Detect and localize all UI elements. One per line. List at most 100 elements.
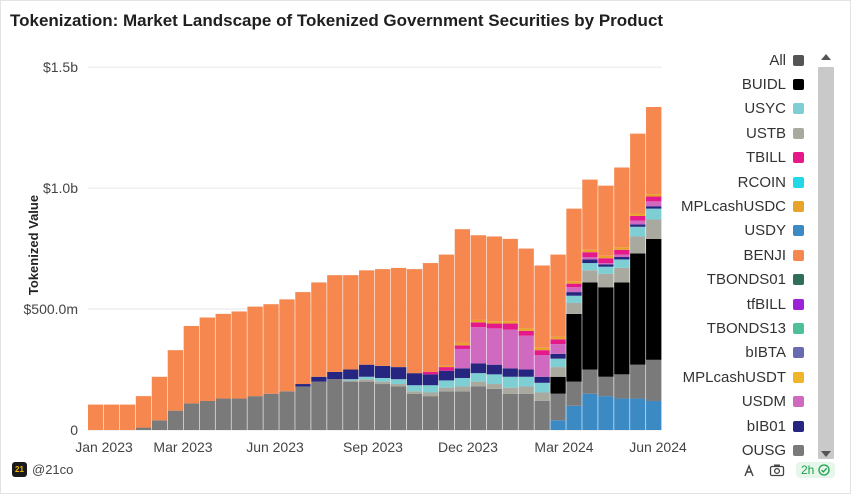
scroll-up-arrow-icon[interactable]	[821, 54, 831, 60]
scroll-thumb[interactable]	[818, 67, 834, 459]
legend-item-mplcashusdc[interactable]: MPLcashUSDC	[681, 196, 804, 216]
legend-item-benji[interactable]: BENJI	[743, 245, 804, 265]
bar-segment-ustb	[343, 380, 359, 382]
legend-item-usdy[interactable]: USDY	[744, 221, 804, 241]
bar-segment-ousg	[390, 386, 407, 430]
bar-segment-usdm	[502, 329, 518, 369]
bar-segment-ousg	[406, 393, 423, 430]
brand-label: @21co	[32, 462, 74, 477]
bar-segment-bib01	[550, 353, 566, 359]
bar-segment-ousg	[359, 381, 375, 430]
legend-swatch	[793, 249, 804, 261]
bar-segment-usyc	[390, 379, 407, 385]
bar-segment-ustb	[566, 302, 582, 314]
legend-swatch	[793, 322, 804, 334]
bar-segment-bib01	[438, 370, 455, 381]
bar-segment-bib01	[486, 364, 502, 375]
legend-item-rcoin[interactable]: RCOIN	[738, 172, 804, 192]
x-tick-label: Mar 2023	[153, 439, 212, 455]
bar-segment-tbill	[566, 283, 582, 288]
bar-segment-bib01	[582, 259, 598, 264]
bar-segment-mplcashusdc	[614, 247, 630, 250]
bar-segment-ousg	[215, 398, 231, 430]
legend-item-tbonds01[interactable]: TBONDS01	[707, 270, 804, 290]
legend-item-bib01[interactable]: bIB01	[747, 416, 804, 436]
bar-segment-ustb	[630, 236, 646, 254]
legend-item-usdm[interactable]: USDM	[742, 392, 804, 412]
bar-segment-ousg	[327, 379, 343, 430]
bar-segment-benji	[135, 396, 152, 428]
legend-item-tbill[interactable]: TBILL	[746, 148, 804, 168]
bar-segment-tbill	[582, 252, 598, 258]
bar-segment-ousg	[614, 374, 630, 399]
bar-segment-benji	[279, 299, 295, 392]
bar-segment-usyc	[375, 377, 391, 382]
legend-item-tfbill[interactable]: tfBILL	[747, 294, 804, 314]
legend-item-bibta[interactable]: bIBTA	[745, 343, 804, 363]
legend-item-tbonds13[interactable]: TBONDS13	[707, 318, 804, 338]
bar-segment-ustb	[470, 381, 487, 387]
legend-label: TBONDS01	[706, 271, 786, 289]
bar-segment-tbill	[470, 322, 487, 328]
bar-segment-usdm	[598, 263, 614, 265]
bar-segment-bib01	[470, 363, 487, 374]
y-tick-label: $1.0b	[43, 180, 78, 196]
bar-segment-ousg	[167, 410, 184, 430]
bar-segment-bib01	[311, 376, 327, 382]
bar-segment-ustb	[534, 392, 550, 401]
scroll-down-arrow-icon[interactable]	[821, 451, 831, 457]
legend-scrollbar[interactable]	[817, 50, 835, 462]
bar-segment-ustb	[454, 386, 471, 392]
legend-item-mplcashusdt[interactable]: MPLcashUSDT	[683, 367, 804, 387]
legend-swatch	[793, 54, 804, 66]
bar-segment-usdy	[646, 400, 662, 430]
bar-segment-ousg	[343, 381, 359, 430]
bar-segment-bib01	[343, 369, 359, 380]
bar-segment-ustb	[550, 367, 566, 377]
bar-segment-usdy	[550, 420, 566, 430]
legend-swatch	[793, 103, 804, 115]
brand[interactable]: 21 @21co	[12, 462, 73, 477]
bar-segment-ustb	[614, 267, 630, 283]
legend-item-all[interactable]: All	[769, 50, 804, 70]
refresh-badge[interactable]: 2h	[796, 462, 836, 478]
bar-segment-usyc	[422, 385, 439, 393]
y-axis-label: Tokenized Value	[26, 195, 41, 295]
bar-segment-ousg	[311, 381, 327, 430]
x-tick-label: Jun 2023	[246, 439, 304, 455]
legend-item-ousg[interactable]: OUSG	[742, 440, 804, 460]
legend-swatch	[793, 371, 804, 383]
bar-segment-usdy	[614, 398, 630, 430]
bar-segment-benji	[438, 254, 455, 366]
bar-segment-bib01	[534, 376, 550, 383]
legend-swatch	[793, 274, 804, 286]
bar-segment-ousg	[199, 400, 215, 430]
bar-segment-ustb	[359, 379, 375, 382]
refresh-label: 2h	[801, 463, 815, 477]
bar-segment-mplcashusdc	[534, 347, 550, 351]
x-tick-label: Jun 2024	[629, 439, 687, 455]
bar-segment-ustb	[422, 392, 439, 397]
bar-segment-ousg	[247, 396, 263, 430]
bar-segment-tbill	[486, 323, 502, 329]
legend-item-buidl[interactable]: BUIDL	[742, 74, 804, 94]
legend-item-usyc[interactable]: USYC	[744, 99, 804, 119]
legend-item-ustb[interactable]: USTB	[746, 123, 804, 143]
bar-segment-ousg	[454, 391, 471, 430]
legend-swatch	[793, 420, 804, 432]
fork-icon[interactable]	[740, 461, 758, 479]
bar-segment-mplcashusdc	[566, 281, 582, 284]
camera-icon[interactable]	[768, 461, 786, 479]
legend-label: bIBTA	[745, 344, 786, 362]
legend-label: MPLcashUSDT	[682, 368, 786, 386]
bar-segment-benji	[582, 179, 598, 250]
bar-segment-usyc	[359, 376, 375, 380]
bar-segment-mplcashusdc	[470, 319, 487, 323]
check-circle-icon	[818, 464, 831, 476]
legend: All BUIDL USYC USTB TBILL RCOIN MPLcashUSDC USD…	[660, 50, 810, 462]
bar-segment-bib01	[518, 369, 534, 377]
bar-segment-ustb	[518, 386, 534, 394]
bar-segment-ousg	[183, 403, 200, 430]
legend-label: USYC	[744, 100, 786, 118]
bar-segment-usyc	[646, 208, 662, 220]
